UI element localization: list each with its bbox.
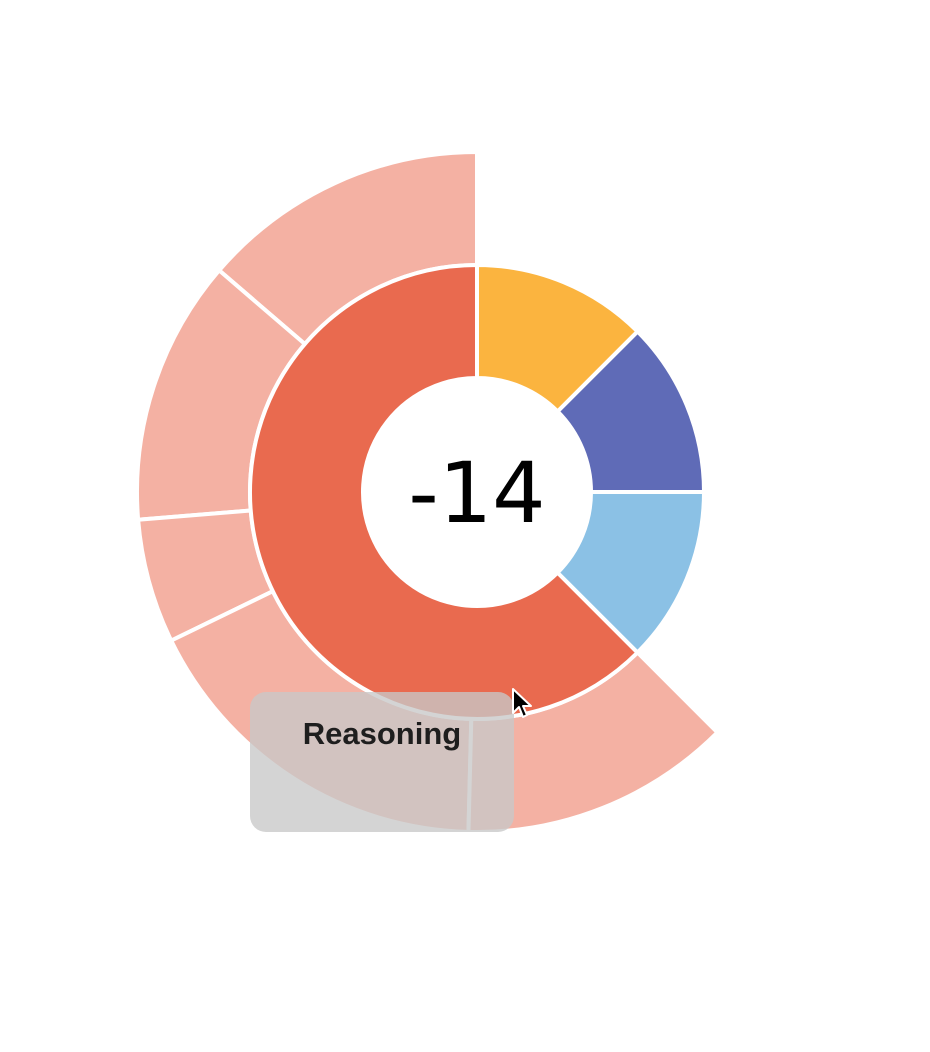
outer-ring	[135, 149, 721, 834]
tooltip: Reasoning	[250, 692, 514, 832]
center-value: -14	[408, 444, 545, 542]
tooltip-label: Reasoning	[302, 716, 462, 751]
arrow-pointer-icon	[512, 688, 532, 718]
center-hole	[363, 378, 591, 606]
